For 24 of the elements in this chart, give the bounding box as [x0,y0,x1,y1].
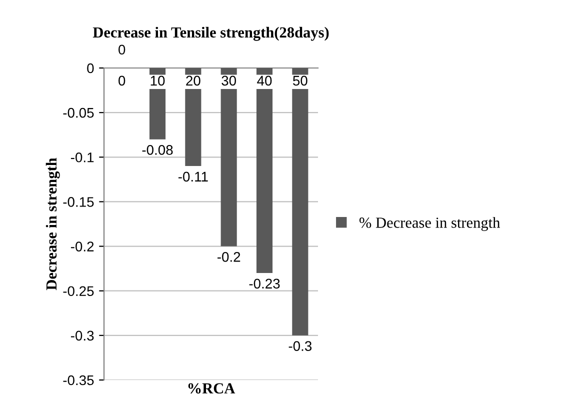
x-tick-label: 30 [222,76,236,86]
y-tick-label: -0.15 [63,197,94,207]
y-tick-label: -0.35 [63,375,94,386]
data-label: -0.08 [142,145,173,155]
x-tick-label: 20 [186,76,200,86]
y-tick-label: 0 [87,63,94,74]
data-label: -0.11 [178,172,208,182]
data-label: 0 [118,44,126,55]
x-tick-label: 40 [257,76,272,86]
x-tick-label: 50 [293,76,308,86]
y-tick-label: -0.1 [70,152,94,162]
data-label: -0.3 [288,341,312,351]
x-tick-label: 10 [150,76,165,86]
x-tick-label: 0 [118,76,126,86]
y-tick-label: -0.2 [70,242,94,252]
x-axis-title: %RCA [188,383,236,394]
y-tick-label: -0.05 [63,108,94,118]
y-tick-label: -0.25 [63,286,94,296]
data-label: -0.23 [249,278,280,289]
y-axis-title: Decrease in strength [46,158,60,290]
y-tick-label: -0.3 [70,330,94,341]
legend-label: % Decrease in strength [359,217,500,231]
data-label: -0.2 [217,252,240,262]
chart-title: Decrease in Tensile strength(28days) [92,26,329,41]
